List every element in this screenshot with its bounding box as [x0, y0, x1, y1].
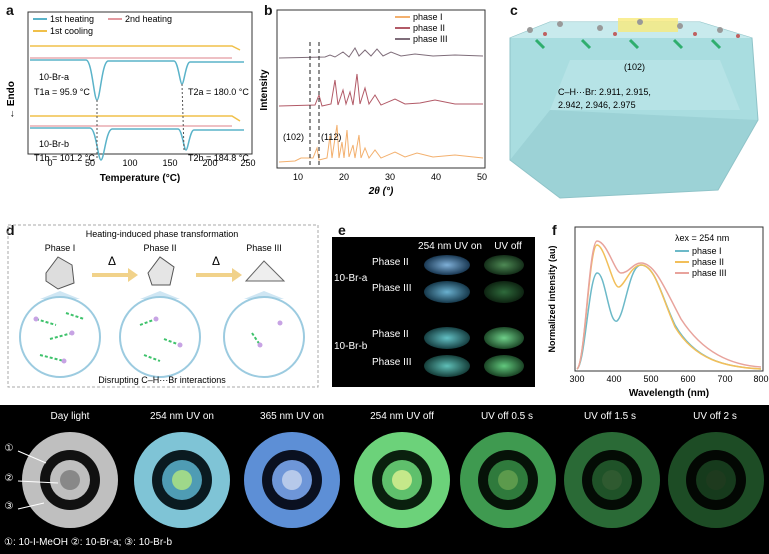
g-frame-2-label: 365 nm UV on	[260, 411, 324, 422]
a-y-label: ← Endo	[6, 81, 17, 119]
e-group-a: 10-Br-a	[334, 273, 368, 284]
upper-t1: T1a = 95.9 °C	[34, 87, 90, 97]
e-row-a-phase2: Phase II	[372, 257, 409, 268]
b-legend-phase1: phase I	[413, 12, 443, 22]
e-sample-b3-off	[484, 355, 524, 377]
panel-f-label: f	[552, 222, 557, 238]
b-y-label: Intensity	[259, 69, 270, 111]
e-row-b-phase3: Phase III	[372, 357, 412, 368]
f-xtick-800: 800	[753, 374, 768, 384]
lower-t2: T2b = 184.8 °C	[188, 153, 249, 163]
b-xtick-50: 50	[477, 172, 487, 182]
g-frame-5-label: UV off 1.5 s	[583, 411, 637, 422]
a-xtick-150: 150	[162, 158, 177, 168]
b-xtick-40: 40	[431, 172, 441, 182]
e-sample-a2-off	[484, 255, 524, 275]
f-xtick-600: 600	[680, 374, 695, 384]
b-x-label: 2θ (°)	[368, 186, 394, 197]
delta-arrow-2-label: Δ	[212, 254, 220, 268]
a-xtick-100: 100	[122, 158, 137, 168]
g-marker-1: ①	[4, 443, 14, 454]
g-flower-images	[17, 432, 764, 528]
g-frame-0-label: Day light	[50, 411, 90, 422]
f-legend-phase2: phase II	[692, 257, 724, 267]
g-frame-1-label: 254 nm UV on	[150, 411, 214, 422]
f-xtick-300: 300	[569, 374, 584, 384]
a-xtick-200: 200	[202, 158, 217, 168]
b-xtick-10: 10	[293, 172, 303, 182]
f-y-label: Normalized intensity (au)	[547, 245, 557, 352]
b-legend-phase2: phase II	[413, 23, 445, 33]
e-sample-b2-on	[424, 327, 470, 349]
a-x-label: Temperature (°C)	[100, 173, 181, 184]
e-sample-b3-on	[424, 355, 470, 377]
panel-c-label: c	[510, 2, 518, 18]
e-row-b-phase2: Phase II	[372, 329, 409, 340]
panel-d-label: d	[6, 222, 15, 238]
panel-e-photo-grid: 254 nm UV on UV off 10-Br-a Phase II Pha…	[332, 237, 535, 387]
legend-2nd-heating: 2nd heating	[125, 14, 172, 24]
peak-102-label: (102)	[283, 132, 304, 142]
lower-sample-name: 10-Br-b	[39, 139, 69, 149]
panel-a-label: a	[6, 2, 14, 18]
lower-t1: T1b = 101.2 °C	[34, 153, 95, 163]
f-x-label: Wavelength (nm)	[629, 388, 709, 399]
panel-d-schematic: Heating-induced phase transformation Pha…	[7, 224, 319, 388]
b-xtick-30: 30	[385, 172, 395, 182]
g-frame-6-label: UV off 2 s	[693, 411, 737, 422]
b-xtick-20: 20	[339, 172, 349, 182]
peak-112-label: (112)	[321, 132, 341, 142]
f-legend-phase3: phase III	[692, 268, 727, 278]
f-legend-phase1: phase I	[692, 246, 722, 256]
b-legend-phase3: phase III	[413, 34, 448, 44]
e-sample-a2-on	[424, 255, 470, 275]
e-sample-a3-on	[424, 281, 470, 303]
e-sample-b2-off	[484, 327, 524, 349]
a-xtick-250: 250	[240, 158, 255, 168]
d-phase-1: Phase I	[45, 243, 76, 253]
g-frame-3-label: 254 nm UV off	[370, 411, 434, 422]
g-frame-4-label: UV off 0.5 s	[480, 411, 534, 422]
delta-arrow-1-label: Δ	[108, 254, 116, 268]
upper-t2: T2a = 180.0 °C	[188, 87, 249, 97]
panel-c-crystal-morphology: (102) C–H···Br: 2.911, 2.915, 2.942, 2.9…	[509, 18, 759, 199]
f-xtick-700: 700	[717, 374, 732, 384]
e-group-b: 10-Br-b	[334, 341, 368, 352]
g-marker-2: ②	[4, 473, 14, 484]
g-marker-3: ③	[4, 501, 14, 512]
panel-e-label: e	[338, 222, 346, 238]
panel-b-xrd-chart: phase I phase II phase III (102) (112) I…	[259, 9, 487, 197]
a-xtick-0: 0	[47, 158, 52, 168]
panel-b-label: b	[264, 2, 273, 18]
d-caption: Disrupting C–H···Br interactions	[98, 375, 226, 385]
f-excitation: λex = 254 nm	[675, 233, 729, 243]
legend-1st-cooling: 1st cooling	[50, 26, 93, 36]
g-legend: ①: 10-I-MeOH ②: 10-Br-a; ③: 10-Br-b	[4, 537, 173, 548]
d-title: Heating-induced phase transformation	[86, 229, 239, 239]
e-col-uv-off: UV off	[494, 241, 522, 252]
a-xtick-50: 50	[85, 158, 95, 168]
facet-102-label: (102)	[624, 62, 645, 72]
f-xtick-400: 400	[606, 374, 621, 384]
panel-g-photo-strip: Day light 254 nm UV on 365 nm UV on 254 …	[0, 405, 769, 554]
e-col-uv-on: 254 nm UV on	[418, 241, 482, 252]
upper-sample-name: 10-Br-a	[39, 72, 69, 82]
legend-1st-heating: 1st heating	[50, 14, 94, 24]
panel-f-emission-chart: λex = 254 nm phase I phase II phase III …	[547, 226, 769, 399]
d-phase-3: Phase III	[246, 243, 282, 253]
panel-a-dsc-chart: 1st heating 2nd heating 1st cooling 10-B…	[6, 11, 256, 184]
e-sample-a3-off	[484, 281, 524, 303]
ch-br-distances-2: 2.942, 2.946, 2.975	[558, 100, 636, 110]
e-row-a-phase3: Phase III	[372, 283, 412, 294]
d-phase-2: Phase II	[143, 243, 176, 253]
f-xtick-500: 500	[643, 374, 658, 384]
ch-br-distances-1: C–H···Br: 2.911, 2.915,	[558, 87, 651, 97]
